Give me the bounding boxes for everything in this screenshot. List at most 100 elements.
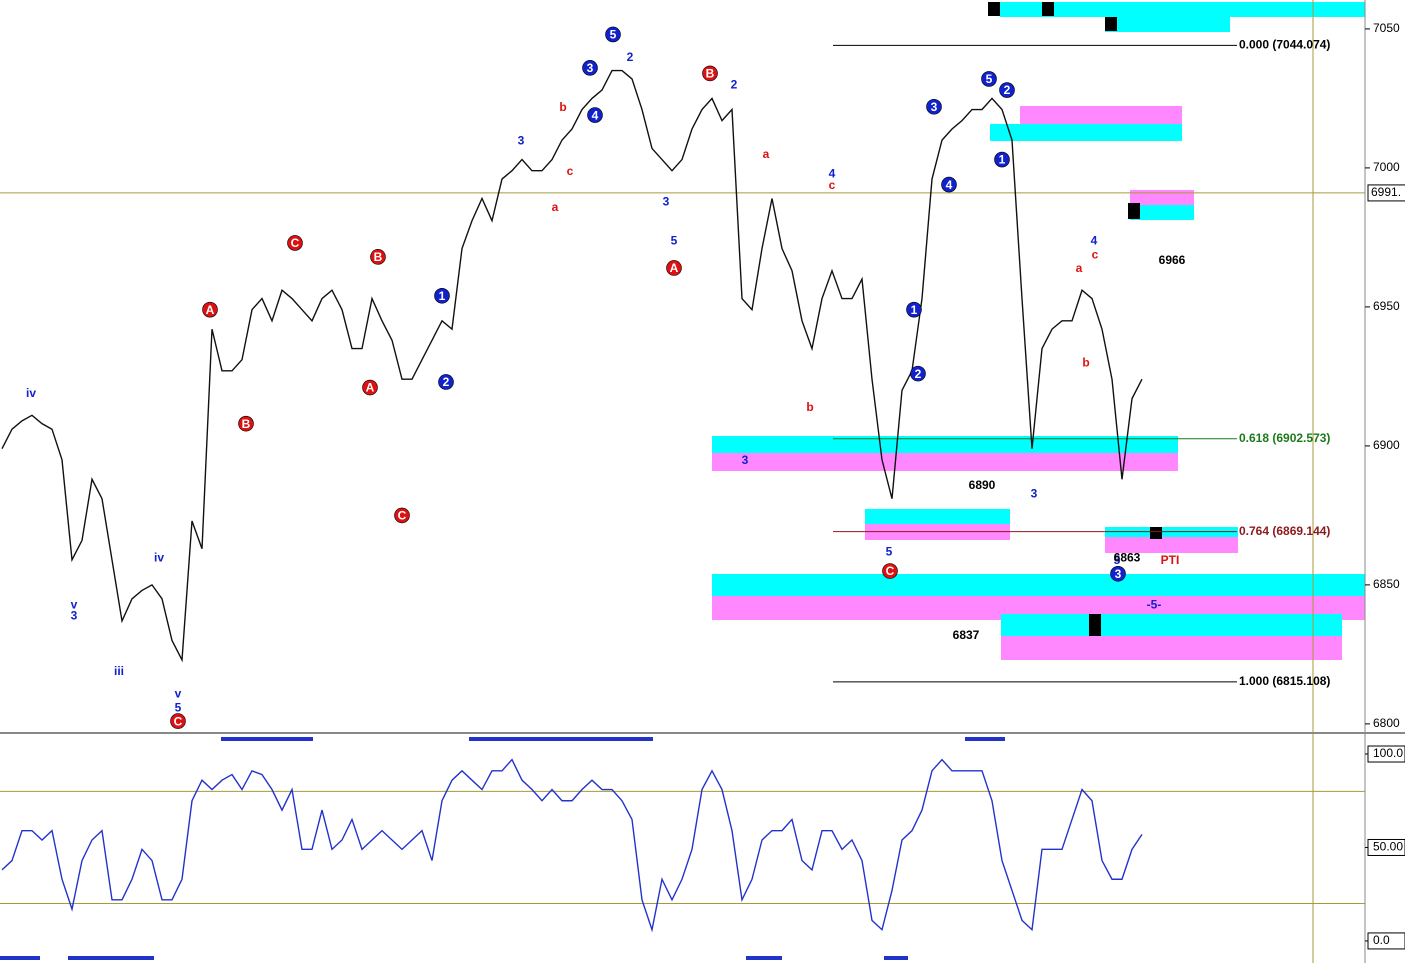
- y-tick-label: 6850: [1373, 577, 1400, 591]
- annotation: 3: [931, 100, 938, 114]
- annotation: PTI: [1161, 553, 1180, 567]
- annotation: 2: [731, 78, 738, 92]
- y-tick-label: 6950: [1373, 299, 1400, 313]
- annotation: 5: [671, 233, 678, 247]
- y-tick-label: 50.00: [1373, 840, 1403, 854]
- price-label: 6991.: [1371, 185, 1401, 199]
- wave-marker: [287, 235, 303, 251]
- wave-marker: [910, 365, 926, 382]
- annotation: 3: [71, 609, 78, 623]
- annotation: C: [291, 236, 300, 250]
- annotation: 6966: [1159, 253, 1186, 267]
- price-box: [1367, 184, 1405, 202]
- annotation: 5: [610, 28, 617, 42]
- annotation: a: [1076, 261, 1083, 275]
- annotation: B: [242, 417, 251, 431]
- fib-label: 0.000 (7044.074): [1239, 38, 1330, 52]
- wave-marker: [906, 301, 922, 318]
- annotation: C: [886, 564, 895, 578]
- annotation: c: [1092, 247, 1099, 261]
- wave-marker: [438, 374, 454, 390]
- annotation: 5: [886, 545, 893, 559]
- annotation: 3: [518, 133, 525, 147]
- fib-label: 1.000 (6815.108): [1239, 674, 1330, 688]
- annotation: C: [174, 714, 183, 728]
- annotation: c: [567, 164, 574, 178]
- annotation: B: [706, 67, 715, 81]
- wave-marker: [981, 71, 997, 87]
- annotation: b: [1082, 356, 1089, 370]
- y-tick-label: 7000: [1373, 160, 1400, 174]
- annotation: 2: [627, 50, 634, 64]
- annotation: a: [552, 200, 559, 214]
- wave-marker: [994, 151, 1010, 168]
- tick-box: [1367, 745, 1405, 763]
- wave-marker: [605, 26, 621, 43]
- annotation: A: [206, 303, 215, 317]
- annotation: c: [829, 178, 836, 192]
- wave-marker: [999, 82, 1015, 98]
- wave-marker: [941, 176, 957, 193]
- annotation: 1: [999, 153, 1006, 167]
- wave-marker: [238, 415, 254, 432]
- annotation: 5: [175, 700, 182, 714]
- annotation: 1: [911, 303, 918, 317]
- annotation: 3: [1031, 486, 1038, 500]
- annotation: iv: [26, 386, 36, 400]
- annotation: 2: [915, 367, 922, 381]
- y-tick-label: 0.0: [1373, 933, 1390, 947]
- annotation: A: [670, 261, 679, 275]
- annotation: 6837: [953, 628, 980, 642]
- wave-marker: [434, 287, 450, 304]
- annotation: 5: [1114, 553, 1121, 567]
- wave-marker: [926, 98, 942, 115]
- annotation: 2: [443, 375, 450, 389]
- annotation: 3: [663, 194, 670, 208]
- annotation: 6863: [1114, 550, 1141, 564]
- annotation: iv: [154, 550, 164, 564]
- annotation: C: [398, 509, 407, 523]
- zones: [712, 2, 1365, 660]
- annotation: b: [806, 400, 813, 414]
- wave-marker: [394, 507, 410, 524]
- series-line: [1, 69, 1143, 663]
- wave-marker: [170, 713, 186, 729]
- wave-marker: [882, 563, 898, 579]
- annotation: 4: [592, 108, 599, 122]
- annotation: iii: [114, 664, 124, 678]
- wave-marker: [666, 260, 682, 276]
- annotation: b: [559, 100, 566, 114]
- annotation: a: [763, 147, 770, 161]
- wave-marker: [202, 301, 218, 318]
- annotation: A: [366, 381, 375, 395]
- annotation: B: [374, 250, 383, 264]
- annotation: 3: [587, 61, 594, 75]
- y-tick-label: 6800: [1373, 716, 1400, 730]
- tick-box: [1367, 838, 1405, 856]
- annotation: 4: [946, 178, 953, 192]
- annotation: 6890: [969, 478, 996, 492]
- wave-marker: [702, 65, 718, 82]
- annotation: 2: [1004, 83, 1011, 97]
- annotation: 4: [829, 167, 836, 181]
- annotation: -5-: [1147, 598, 1162, 612]
- wave-marker: [582, 60, 598, 76]
- fib-label: 0.764 (6869.144): [1239, 524, 1330, 538]
- wave-marker: [370, 249, 386, 265]
- wave-marker: [1110, 565, 1126, 582]
- stoch-bars: [0, 737, 1005, 960]
- annotation: v: [71, 598, 78, 612]
- annotation: 4: [1091, 233, 1098, 247]
- annotation: 1: [439, 289, 446, 303]
- series-line: [1, 758, 1143, 933]
- wave-marker: [362, 379, 378, 396]
- annotation: 5: [986, 72, 993, 86]
- tick-box: [1367, 932, 1405, 950]
- y-tick-label: 7050: [1373, 21, 1400, 35]
- annotation: 3: [1115, 567, 1122, 581]
- y-tick-label: 100.0: [1373, 746, 1403, 760]
- annotation: 3: [742, 453, 749, 467]
- fib-label: 0.618 (6902.573): [1239, 431, 1330, 445]
